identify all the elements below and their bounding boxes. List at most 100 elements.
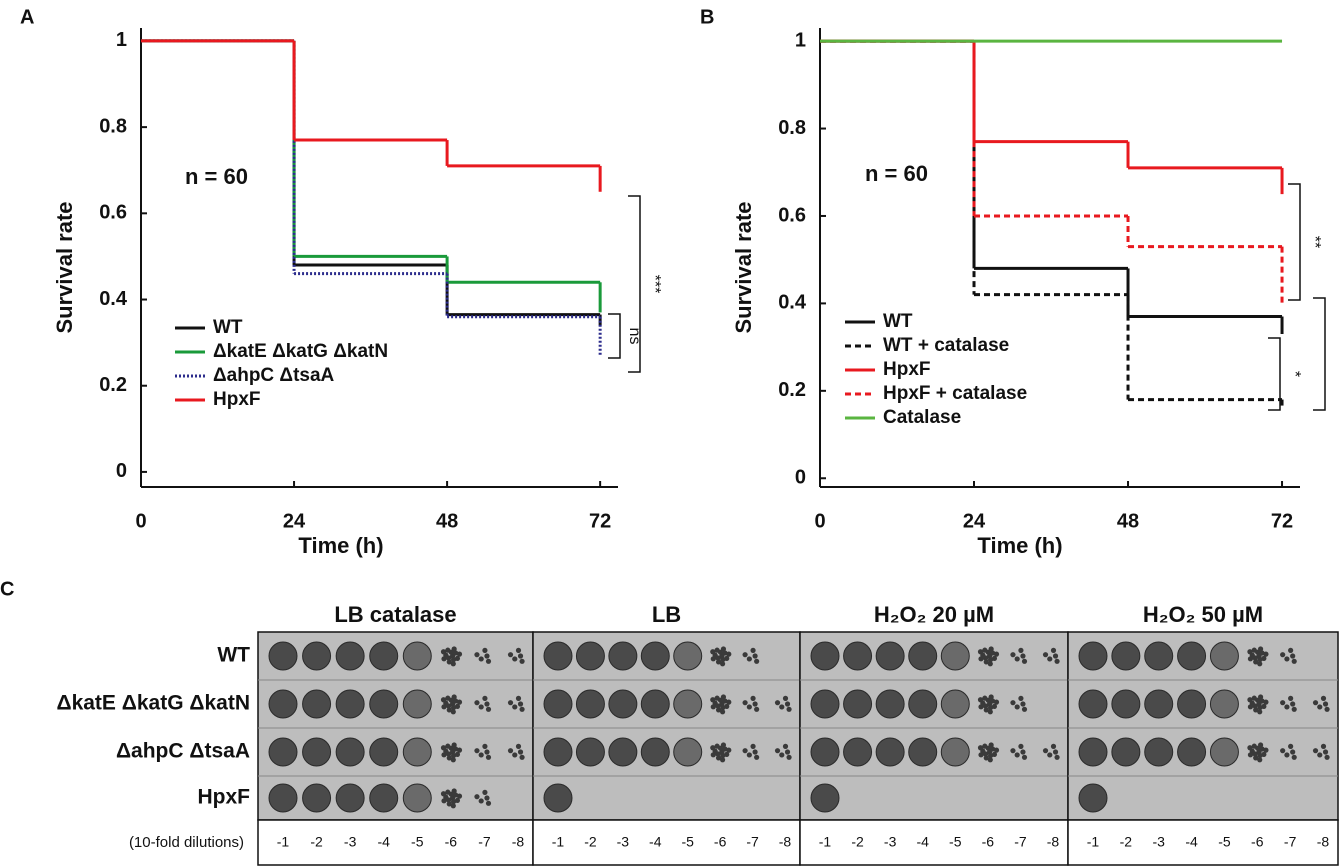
significance-label: * bbox=[1286, 371, 1303, 377]
y-axis-label: Survival rate bbox=[52, 201, 77, 333]
dilution-label: -3 bbox=[884, 834, 897, 850]
colony bbox=[719, 757, 726, 763]
colony bbox=[440, 649, 447, 655]
colony bbox=[450, 803, 456, 809]
colony bbox=[519, 754, 525, 760]
spot bbox=[810, 689, 840, 719]
colony bbox=[991, 751, 998, 758]
condition-header: H₂O₂ 20 µM bbox=[874, 602, 994, 627]
colony bbox=[1312, 748, 1319, 754]
spot bbox=[640, 737, 670, 767]
spot bbox=[335, 641, 365, 671]
y-tick-label: 1 bbox=[116, 29, 127, 51]
colony bbox=[451, 694, 457, 700]
x-tick-label: 72 bbox=[1271, 510, 1293, 532]
colony bbox=[456, 699, 463, 705]
colony bbox=[1257, 694, 1264, 700]
dilution-label: -4 bbox=[1185, 834, 1198, 850]
spot bbox=[1177, 641, 1207, 671]
spot bbox=[268, 783, 298, 813]
colony bbox=[445, 647, 451, 653]
colony bbox=[774, 700, 781, 706]
colony bbox=[482, 647, 488, 653]
colony bbox=[724, 751, 730, 758]
spot bbox=[1144, 689, 1174, 719]
colony bbox=[1047, 752, 1053, 758]
colony bbox=[1257, 661, 1263, 667]
colony bbox=[982, 743, 988, 749]
panel-label: A bbox=[20, 6, 34, 28]
colony bbox=[983, 755, 989, 761]
colony bbox=[726, 699, 732, 705]
colony bbox=[1261, 751, 1267, 758]
colony bbox=[1054, 658, 1060, 664]
spot bbox=[875, 737, 905, 767]
colony bbox=[720, 694, 727, 700]
colony bbox=[446, 707, 452, 713]
colony bbox=[517, 653, 524, 659]
colony bbox=[454, 703, 461, 710]
colony bbox=[454, 751, 461, 758]
significance-bracket bbox=[608, 313, 621, 359]
colony bbox=[1257, 742, 1264, 748]
colony bbox=[710, 656, 716, 662]
colony bbox=[750, 647, 756, 653]
dilution-label: -2 bbox=[1120, 834, 1133, 850]
spot bbox=[302, 641, 332, 671]
significance-label: *** bbox=[646, 275, 663, 294]
colony bbox=[746, 704, 752, 710]
dilution-label: -6 bbox=[1251, 834, 1264, 850]
dilution-label: -4 bbox=[377, 834, 390, 850]
colony bbox=[1263, 747, 1269, 753]
spot bbox=[640, 641, 670, 671]
colony bbox=[1014, 704, 1020, 710]
spot bbox=[575, 737, 605, 767]
spot bbox=[608, 737, 638, 767]
spot bbox=[810, 641, 840, 671]
colony bbox=[482, 695, 488, 701]
colony bbox=[1324, 754, 1330, 760]
colony bbox=[1020, 701, 1026, 707]
colony bbox=[474, 700, 480, 706]
colony bbox=[714, 695, 720, 701]
spot bbox=[268, 689, 298, 719]
spot bbox=[1078, 737, 1108, 767]
colony bbox=[474, 748, 480, 754]
strain-label: ΔkatE ΔkatG ΔkatN bbox=[56, 692, 250, 715]
colony bbox=[441, 798, 447, 804]
colony bbox=[1052, 653, 1059, 659]
colony bbox=[726, 747, 732, 753]
colony bbox=[991, 703, 998, 710]
dilution-label: -7 bbox=[1284, 834, 1297, 850]
colony bbox=[445, 789, 451, 795]
spot bbox=[673, 689, 703, 719]
spot bbox=[875, 641, 905, 671]
colony bbox=[478, 704, 484, 710]
colony bbox=[1018, 647, 1024, 653]
significance-label: *** bbox=[1331, 345, 1340, 364]
y-tick-label: 1 bbox=[795, 29, 806, 51]
y-tick-label: 0.8 bbox=[99, 115, 127, 137]
spot bbox=[940, 641, 970, 671]
colony bbox=[1054, 754, 1060, 760]
legend-label: WT bbox=[883, 311, 913, 332]
spot bbox=[908, 737, 938, 767]
colony bbox=[1010, 700, 1016, 706]
dilution-label: -5 bbox=[411, 834, 424, 850]
colony bbox=[512, 752, 518, 758]
spot bbox=[608, 689, 638, 719]
dilution-label: -8 bbox=[512, 834, 525, 850]
dilution-label: -3 bbox=[1152, 834, 1165, 850]
colony bbox=[993, 699, 1000, 705]
spot bbox=[1209, 689, 1239, 719]
colony bbox=[484, 653, 490, 659]
colony bbox=[742, 748, 748, 754]
spot bbox=[369, 641, 399, 671]
dilution-label: -8 bbox=[1317, 834, 1330, 850]
y-tick-label: 0.4 bbox=[778, 292, 807, 314]
x-tick-label: 24 bbox=[283, 510, 306, 532]
colony bbox=[779, 752, 785, 758]
colony bbox=[987, 709, 993, 715]
dilution-label: -7 bbox=[746, 834, 759, 850]
dilution-box bbox=[1067, 819, 1339, 866]
